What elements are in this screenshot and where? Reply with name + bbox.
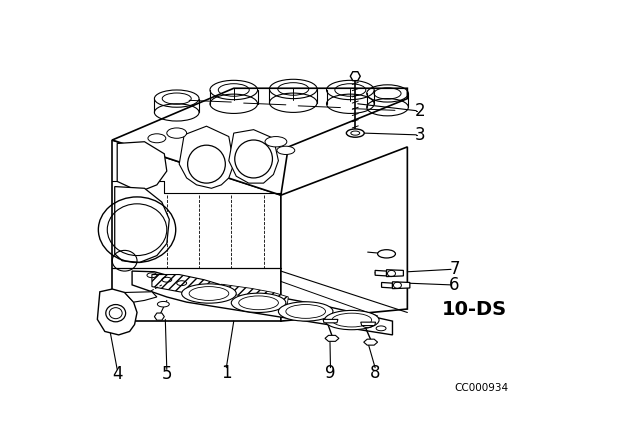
Polygon shape: [229, 129, 278, 183]
Polygon shape: [361, 322, 376, 326]
Ellipse shape: [278, 302, 333, 321]
Text: 2: 2: [415, 102, 425, 120]
Ellipse shape: [182, 284, 236, 303]
Polygon shape: [323, 319, 338, 323]
Text: 8: 8: [370, 364, 380, 382]
Polygon shape: [350, 72, 360, 81]
Ellipse shape: [265, 137, 287, 147]
Ellipse shape: [324, 310, 379, 330]
Polygon shape: [97, 289, 137, 335]
Polygon shape: [364, 339, 378, 345]
Polygon shape: [154, 313, 164, 320]
Ellipse shape: [148, 134, 166, 143]
Text: 3: 3: [415, 126, 425, 144]
Ellipse shape: [231, 293, 286, 313]
Polygon shape: [325, 336, 339, 341]
Ellipse shape: [277, 146, 295, 155]
Ellipse shape: [167, 128, 187, 138]
Text: 7: 7: [449, 260, 460, 278]
Polygon shape: [112, 88, 408, 195]
Text: 5: 5: [161, 365, 172, 383]
Polygon shape: [221, 284, 288, 306]
Polygon shape: [387, 270, 403, 276]
Polygon shape: [152, 275, 221, 296]
Text: 9: 9: [325, 364, 336, 382]
Polygon shape: [117, 142, 167, 192]
Polygon shape: [375, 271, 387, 276]
Text: CC000934: CC000934: [454, 383, 509, 393]
Polygon shape: [392, 282, 410, 289]
Polygon shape: [115, 186, 169, 263]
Polygon shape: [281, 147, 408, 321]
Polygon shape: [112, 140, 281, 321]
Polygon shape: [179, 126, 234, 188]
Text: 1: 1: [221, 364, 232, 382]
Ellipse shape: [157, 302, 169, 307]
Polygon shape: [132, 271, 392, 335]
Text: 10-DS: 10-DS: [442, 300, 508, 319]
Ellipse shape: [378, 250, 396, 258]
Polygon shape: [381, 283, 392, 288]
Text: 4: 4: [112, 365, 122, 383]
Ellipse shape: [346, 129, 364, 137]
Text: 6: 6: [449, 276, 460, 294]
Polygon shape: [125, 292, 157, 302]
